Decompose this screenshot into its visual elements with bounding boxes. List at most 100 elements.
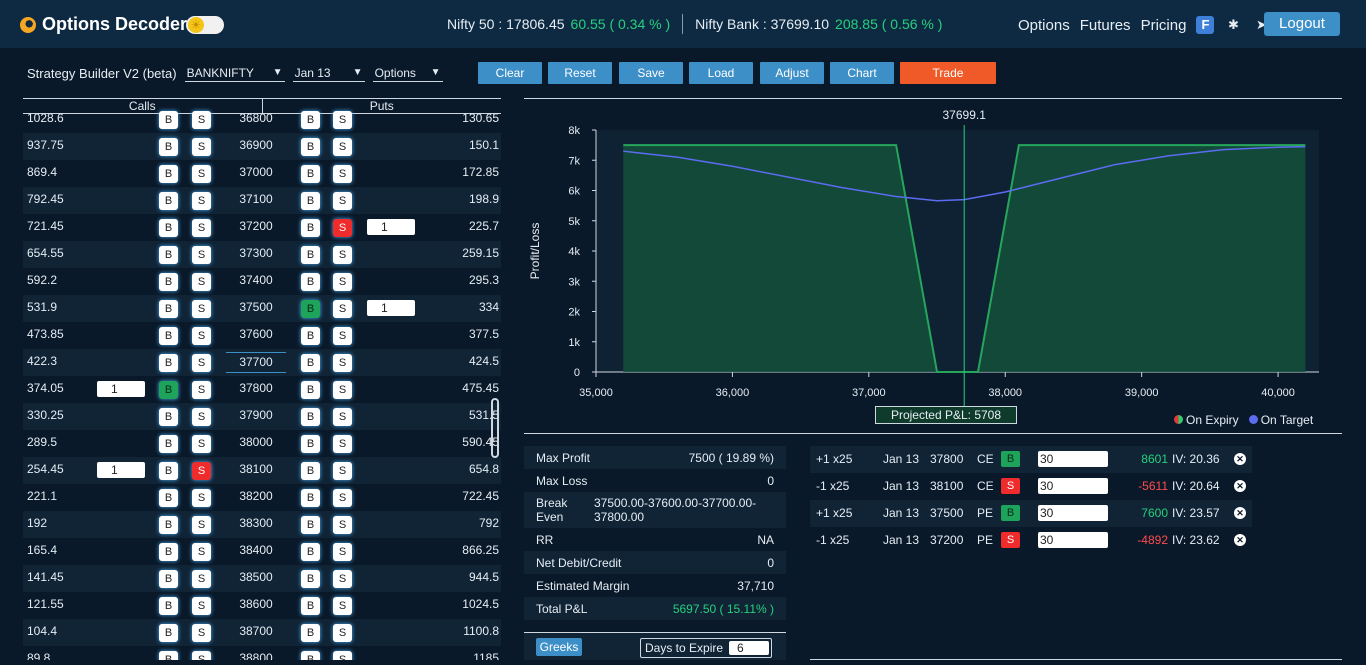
call-sell-button[interactable]: S [192,327,211,345]
call-sell-button[interactable]: S [192,381,211,399]
theme-toggle[interactable]: ☀ [186,16,224,34]
put-sell-button[interactable]: S [333,300,352,318]
put-sell-button[interactable]: S [333,597,352,615]
put-sell-button[interactable]: S [333,624,352,642]
put-qty-input[interactable]: 1 [367,300,415,316]
chart-button[interactable]: Chart [830,62,894,84]
put-sell-button[interactable]: S [333,435,352,453]
put-sell-button[interactable]: S [333,273,352,291]
put-buy-button[interactable]: B [301,462,320,480]
call-buy-button[interactable]: B [159,408,178,426]
call-sell-button[interactable]: S [192,408,211,426]
chain-scrollbar[interactable] [491,398,499,458]
put-buy-button[interactable]: B [301,354,320,372]
call-buy-button[interactable]: B [159,543,178,561]
put-sell-button[interactable]: S [333,138,352,156]
put-sell-button[interactable]: S [333,354,352,372]
put-buy-button[interactable]: B [301,597,320,615]
call-sell-button[interactable]: S [192,138,211,156]
put-sell-button[interactable]: S [333,489,352,507]
trade-button[interactable]: Trade [900,62,996,84]
put-buy-button[interactable]: B [301,327,320,345]
call-buy-button[interactable]: B [159,462,178,480]
call-sell-button[interactable]: S [192,111,211,129]
put-sell-button[interactable]: S [333,192,352,210]
call-sell-button[interactable]: S [192,516,211,534]
put-buy-button[interactable]: B [301,246,320,264]
put-buy-button[interactable]: B [301,165,320,183]
call-sell-button[interactable]: S [192,435,211,453]
close-icon[interactable]: ✕ [1234,534,1246,546]
telegram-icon[interactable]: ➤ [1255,17,1267,32]
adjust-button[interactable]: Adjust [760,62,824,84]
logout-button[interactable]: Logout [1264,12,1340,36]
call-buy-button[interactable]: B [159,651,178,660]
call-sell-button[interactable]: S [192,246,211,264]
put-buy-button[interactable]: B [301,273,320,291]
put-sell-button[interactable]: S [333,462,352,480]
call-buy-button[interactable]: B [159,597,178,615]
call-buy-button[interactable]: B [159,570,178,588]
call-buy-button[interactable]: B [159,192,178,210]
leg-price-input[interactable]: 30 [1038,532,1108,548]
call-sell-button[interactable]: S [192,489,211,507]
call-buy-button[interactable]: B [159,165,178,183]
put-buy-button[interactable]: B [301,192,320,210]
close-icon[interactable]: ✕ [1234,453,1246,465]
bug-icon[interactable]: ✱ [1227,17,1239,32]
leg-side-toggle[interactable]: B [1001,451,1020,467]
put-buy-button[interactable]: B [301,516,320,534]
put-sell-button[interactable]: S [333,219,352,237]
put-buy-button[interactable]: B [301,111,320,129]
call-buy-button[interactable]: B [159,138,178,156]
clear-button[interactable]: Clear [478,62,542,84]
put-sell-button[interactable]: S [333,543,352,561]
greeks-button[interactable]: Greeks [536,638,582,656]
call-buy-button[interactable]: B [159,246,178,264]
call-sell-button[interactable]: S [192,219,211,237]
app-logo[interactable]: Options Decoder [20,14,187,35]
legend-target[interactable]: On Target [1248,413,1313,427]
nav-futures[interactable]: Futures [1079,16,1131,34]
reset-button[interactable]: Reset [548,62,612,84]
put-sell-button[interactable]: S [333,111,352,129]
leg-side-toggle[interactable]: B [1001,505,1020,521]
leg-side-toggle[interactable]: S [1001,532,1020,548]
put-buy-button[interactable]: B [301,489,320,507]
call-qty-input[interactable]: 1 [97,462,145,478]
symbol-select[interactable]: BANKNIFTY ▼ [184,64,285,82]
call-sell-button[interactable]: S [192,192,211,210]
load-button[interactable]: Load [689,62,753,84]
call-sell-button[interactable]: S [192,273,211,291]
put-buy-button[interactable]: B [301,300,320,318]
put-sell-button[interactable]: S [333,327,352,345]
call-qty-input[interactable]: 1 [97,381,145,397]
put-buy-button[interactable]: B [301,219,320,237]
call-sell-button[interactable]: S [192,354,211,372]
save-button[interactable]: Save [619,62,683,84]
put-sell-button[interactable]: S [333,570,352,588]
call-buy-button[interactable]: B [159,516,178,534]
expiry-select[interactable]: Jan 13 ▼ [292,64,365,82]
call-sell-button[interactable]: S [192,300,211,318]
leg-price-input[interactable]: 30 [1038,451,1108,467]
call-buy-button[interactable]: B [159,624,178,642]
put-buy-button[interactable]: B [301,138,320,156]
call-buy-button[interactable]: B [159,111,178,129]
call-sell-button[interactable]: S [192,462,211,480]
leg-price-input[interactable]: 30 [1038,478,1108,494]
put-sell-button[interactable]: S [333,651,352,660]
call-sell-button[interactable]: S [192,570,211,588]
call-sell-button[interactable]: S [192,543,211,561]
call-buy-button[interactable]: B [159,489,178,507]
call-buy-button[interactable]: B [159,273,178,291]
put-buy-button[interactable]: B [301,543,320,561]
call-sell-button[interactable]: S [192,597,211,615]
call-buy-button[interactable]: B [159,381,178,399]
call-sell-button[interactable]: S [192,165,211,183]
close-icon[interactable]: ✕ [1234,480,1246,492]
call-buy-button[interactable]: B [159,354,178,372]
dte-input[interactable]: 6 [729,641,769,655]
call-sell-button[interactable]: S [192,624,211,642]
put-buy-button[interactable]: B [301,651,320,660]
